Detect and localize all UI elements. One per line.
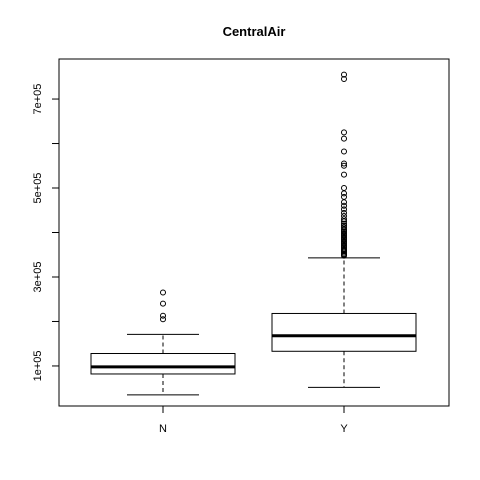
outlier-point [341, 190, 347, 197]
outlier-point [341, 71, 347, 78]
outlier-point [341, 162, 347, 169]
y-tick-label: 1e+05 [32, 351, 44, 382]
y-tick-label: 3e+05 [32, 262, 44, 293]
outlier-point [160, 289, 166, 296]
outlier-point [341, 216, 347, 223]
iqr-box [271, 312, 417, 352]
outlier-point [341, 193, 347, 200]
outlier-point [341, 209, 347, 216]
outlier-point [341, 185, 347, 192]
outlier-point [341, 202, 347, 209]
outlier-point [341, 76, 347, 83]
outlier-point [341, 220, 347, 227]
outlier-point [160, 312, 166, 319]
iqr-box [90, 353, 236, 375]
outlier-point [341, 222, 347, 229]
outlier-point [160, 300, 166, 307]
outlier-point [341, 199, 347, 206]
plot-marks: 1e+05 3e+05 5e+05 7e+05 N Y [32, 71, 417, 435]
chart-title: CentralAir [223, 24, 286, 39]
outlier-point [341, 171, 347, 178]
outlier-point [341, 206, 347, 213]
x-tick-label: N [159, 423, 167, 435]
outlier-point [341, 224, 347, 231]
outlier-point [341, 135, 347, 142]
outlier-point [160, 316, 166, 323]
outlier-point [341, 148, 347, 155]
outlier-point [341, 129, 347, 136]
outlier-point [341, 213, 347, 220]
x-tick-label: Y [340, 423, 348, 435]
y-tick-label: 7e+05 [32, 84, 44, 115]
outlier-point [341, 160, 347, 167]
y-tick-label: 5e+05 [32, 173, 44, 204]
